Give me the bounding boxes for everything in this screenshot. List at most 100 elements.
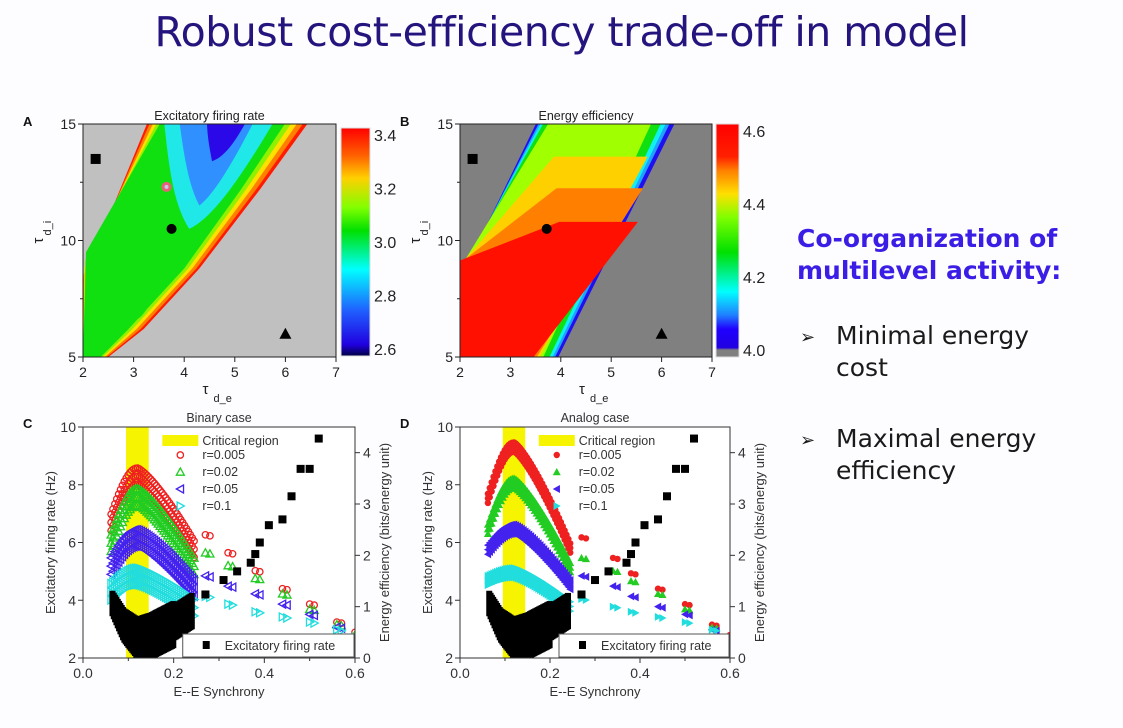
firing-rate-point: [640, 521, 649, 530]
panel-letter: D: [400, 416, 409, 431]
y-tick-label: 4: [445, 592, 453, 608]
y-tick-label: 2: [445, 650, 453, 666]
x-tick-label: 4: [557, 364, 565, 380]
series-point: [120, 538, 131, 550]
colorbar-tick-label: 3.2: [374, 182, 396, 199]
plot-marks: [483, 427, 738, 658]
y2-tick-label: 0: [738, 650, 746, 666]
series-point: [654, 612, 662, 621]
x-tick-label: 6: [658, 364, 666, 380]
series-point: [118, 549, 129, 560]
legend-marker: [175, 466, 186, 476]
legend-critical-swatch: [162, 435, 199, 446]
heatmap-band: [207, 124, 245, 162]
legend-marker: [174, 483, 185, 495]
series-point: [183, 576, 193, 587]
legend-critical-label: Critical region: [202, 434, 278, 448]
y-tick-label: 10: [437, 419, 453, 435]
y-tick-label: 8: [68, 477, 76, 493]
x-tick-label: 2: [456, 364, 464, 380]
series-point: [686, 619, 694, 628]
series-point: [485, 524, 494, 532]
circle-marker: [541, 223, 552, 234]
legend-series-label: r=0.005: [202, 448, 245, 462]
series-point: [566, 585, 574, 594]
series-point: [310, 617, 320, 629]
series-point: [186, 580, 197, 592]
series-point: [659, 613, 667, 622]
y2-tick-label: 0: [363, 650, 371, 666]
legend-firing-box: [558, 633, 730, 658]
firing-rate-point: [251, 550, 260, 559]
series-point: [118, 540, 129, 552]
series-point: [169, 554, 180, 565]
series-point: [166, 550, 176, 561]
firing-rate-point: [654, 515, 662, 524]
legend-series-label: r=0.1: [202, 499, 231, 513]
firing-rate-point: [591, 576, 599, 585]
legend-marker: [553, 451, 560, 459]
y-axis-label-group: τd_i: [30, 221, 54, 244]
bullet-item: ➢ Maximal energy efficiency: [800, 423, 1076, 487]
series-point: [627, 607, 635, 616]
colorbar-tick-label: 3.0: [374, 235, 396, 252]
x-tick-label: 6: [282, 364, 290, 380]
series-point: [120, 547, 131, 558]
series-point: [201, 530, 210, 539]
colorbar: [340, 127, 371, 357]
series-point: [354, 637, 355, 638]
series-point: [224, 598, 234, 610]
y2-tick-label: 3: [738, 496, 746, 512]
series-point: [164, 565, 174, 576]
x-tick-label: 7: [708, 364, 716, 380]
series-point: [132, 499, 143, 509]
firing-rate-point: [287, 492, 296, 501]
y2-tick-label: 2: [363, 547, 371, 563]
series-point: [228, 549, 237, 558]
legend-firing-label: Excitatory firing rate: [225, 639, 336, 653]
x-tick-label: 5: [607, 364, 615, 380]
square-marker: [467, 153, 478, 164]
series-point: [484, 499, 492, 507]
firing-rate-point: [314, 434, 323, 443]
y-axis-label: τ: [407, 237, 424, 243]
series-point: [152, 481, 161, 490]
heatmap-band: [106, 261, 151, 322]
legend-marker: [553, 502, 561, 510]
series-point: [577, 571, 585, 580]
series-point: [227, 561, 238, 571]
triangle-marker: [279, 327, 292, 339]
legend-marker: [552, 485, 560, 493]
series-point: [200, 547, 211, 557]
firing-rate-point: [672, 464, 680, 473]
series-point: [567, 544, 574, 552]
series-point: [175, 560, 185, 571]
series-point: [148, 477, 157, 486]
series-point: [283, 585, 291, 594]
legend-series-label: r=0.02: [202, 465, 238, 479]
x-axis-label: E--E Synchrony: [173, 684, 265, 699]
series-point: [162, 546, 172, 558]
series-point: [337, 625, 347, 636]
series-point: [659, 586, 666, 593]
colorbar-tick-label: 3.4: [374, 128, 396, 145]
series-point: [685, 611, 693, 620]
series-point: [184, 578, 195, 589]
legend-series-label: r=0.02: [579, 465, 615, 479]
firing-rate-point: [681, 464, 689, 473]
y2-tick-label: 3: [363, 496, 371, 512]
legend-series-label: r=0.05: [579, 482, 615, 496]
series-point: [111, 530, 122, 540]
series-point: [356, 630, 362, 636]
series-point: [146, 475, 155, 483]
heatmap-band: [179, 124, 253, 206]
bullet-text: Maximal energy efficiency: [836, 424, 1037, 485]
series-point: [162, 563, 172, 574]
series-point: [190, 537, 198, 545]
series-point: [731, 636, 738, 644]
series-point: [310, 601, 319, 609]
firing-rate-point: [663, 492, 671, 501]
series-point: [613, 583, 621, 592]
series-point: [281, 600, 291, 611]
heatmap-bands: [83, 124, 308, 357]
